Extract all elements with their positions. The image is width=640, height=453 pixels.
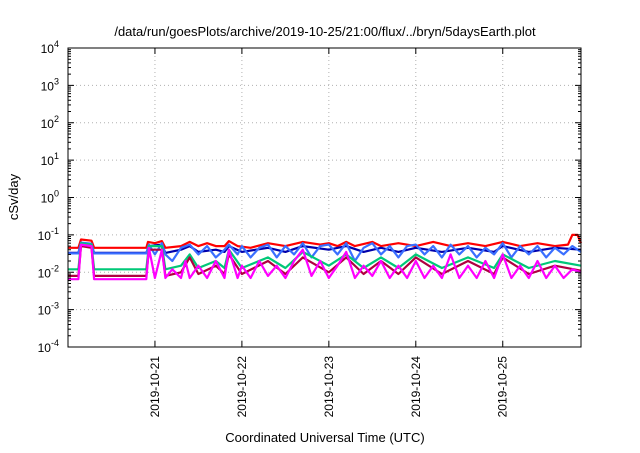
x-tick-label: 2019-10-23 — [322, 356, 336, 418]
y-tick-exponent: -3 — [51, 301, 59, 311]
y-tick-exponent: -1 — [51, 226, 59, 236]
y-tick-base: 10 — [41, 192, 55, 206]
y-tick-base: 10 — [38, 266, 52, 280]
chart-title: /data/run/goesPlots/archive/2019-10-25/2… — [114, 24, 536, 39]
x-tick-label: 2019-10-22 — [235, 356, 249, 418]
y-tick-exponent: 0 — [54, 189, 59, 199]
y-tick-base: 10 — [38, 304, 52, 318]
y-tick-base: 10 — [41, 154, 55, 168]
y-tick-base: 10 — [41, 79, 55, 93]
y-tick-label: 101 — [41, 151, 59, 168]
y-axis-label: cSv/day — [6, 173, 21, 220]
y-tick-exponent: 3 — [54, 76, 59, 86]
y-tick-base: 10 — [41, 42, 55, 56]
y-tick-label: 102 — [41, 114, 59, 131]
y-tick-exponent: -2 — [51, 263, 59, 273]
y-tick-label: 10-1 — [38, 226, 59, 243]
y-tick-exponent: -4 — [51, 338, 59, 348]
x-tick-label: 2019-10-25 — [496, 356, 510, 418]
y-tick-label: 104 — [41, 39, 59, 56]
y-tick-exponent: 2 — [54, 114, 59, 124]
y-tick-exponent: 1 — [54, 151, 59, 161]
y-tick-label: 10-4 — [38, 338, 59, 355]
series-line-blue — [68, 241, 582, 263]
y-tick-label: 10-2 — [38, 263, 59, 280]
y-tick-label: 10-3 — [38, 301, 59, 318]
x-axis: 2019-10-21 2019-10-22 2019-10-23 2019-10-24… — [148, 48, 510, 417]
x-tick-label: 2019-10-21 — [148, 356, 162, 418]
y-tick-label: 103 — [41, 76, 59, 93]
series-line-magenta — [68, 243, 582, 281]
y-tick-base: 10 — [38, 341, 52, 355]
y-tick-base: 10 — [38, 229, 52, 243]
series-line-red — [68, 233, 583, 249]
series-layer — [68, 233, 583, 281]
grid-layer — [68, 48, 581, 347]
x-axis-label: Coordinated Universal Time (UTC) — [225, 430, 424, 445]
y-tick-base: 10 — [41, 117, 55, 131]
x-tick-label: 2019-10-24 — [409, 356, 423, 418]
y-tick-label: 100 — [41, 189, 59, 206]
y-tick-exponent: 4 — [54, 39, 59, 49]
